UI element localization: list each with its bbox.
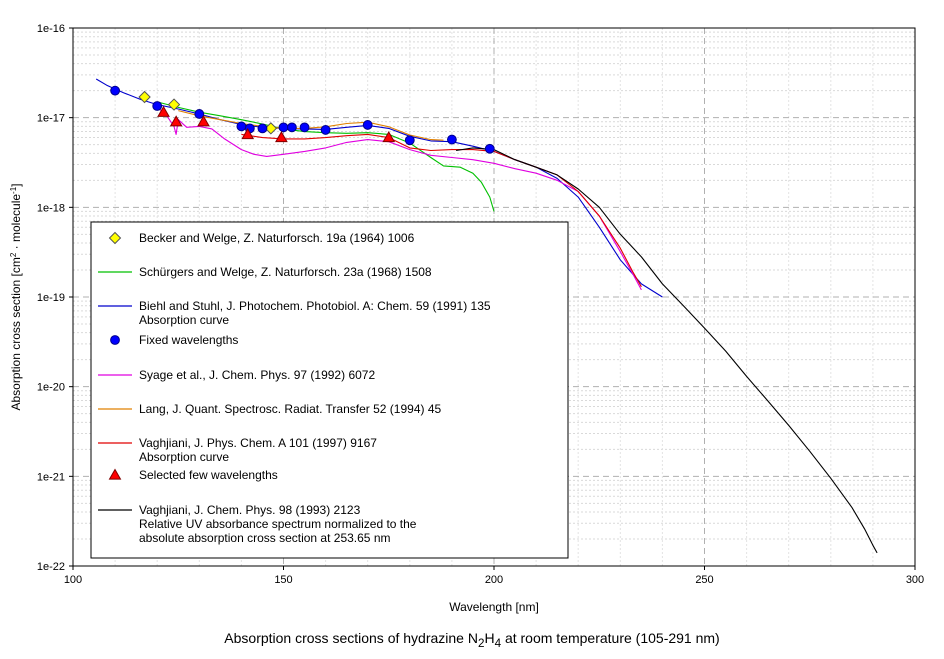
data-point-triangle <box>241 127 255 140</box>
caption-sub-1: 2 <box>477 636 485 650</box>
y-tick-label: 1e-21 <box>37 471 65 483</box>
series-line <box>156 106 642 291</box>
legend-swatch-marker <box>108 468 122 480</box>
legend-entry-label: Syage et al., J. Chem. Phys. 97 (1992) 6… <box>139 368 375 382</box>
absorption-chart: 100 150 200 250 300 1e-16 1e-17 1e-18 1e-19 1e-20… <box>9 23 925 614</box>
legend-entry-label: Absorption curve <box>139 313 229 327</box>
data-point-triangle <box>157 105 170 117</box>
data-point-circle <box>299 122 310 133</box>
caption-prefix: Absorption cross sections of hydrazine N <box>224 630 478 646</box>
data-point-triangle <box>169 115 183 127</box>
legend: Becker and Welge, Z. Naturforsch. 19a (1… <box>90 221 569 559</box>
legend-swatch-marker <box>110 335 120 345</box>
data-point-circle <box>404 135 415 146</box>
series-line <box>456 147 878 554</box>
y-tick-label: 1e-16 <box>37 23 65 35</box>
legend-entry-label: Vaghjiani, J. Chem. Phys. 98 (1993) 2123 <box>139 503 361 517</box>
data-point-circle <box>236 121 247 132</box>
series-layer <box>95 78 878 554</box>
data-point-triangle <box>275 131 288 143</box>
data-point-circle <box>447 134 457 145</box>
axis-ticks: 100 150 200 250 300 1e-16 1e-17 1e-18 1e-19 1e-20… <box>37 23 924 586</box>
y-tick-label: 1e-18 <box>37 202 65 214</box>
data-point-circle <box>278 122 289 133</box>
y-tick-label: 1e-22 <box>37 561 65 573</box>
x-tick-label: 100 <box>64 574 82 586</box>
series-line <box>178 110 444 141</box>
y-axis-title: Absorption cross section [cm2 · molecule… <box>9 183 24 410</box>
data-point-circle <box>484 143 495 154</box>
x-axis-title: Wavelength [nm] <box>449 600 539 614</box>
legend-entry-label: absolute absorption cross section at 253… <box>139 531 390 545</box>
data-point-triangle <box>382 131 396 143</box>
caption-sub-2: 4 <box>494 636 502 650</box>
legend-swatch-marker <box>108 231 122 245</box>
legend-entry-label: Relative UV absorbance spectrum normaliz… <box>139 517 417 531</box>
x-tick-label: 150 <box>274 574 292 586</box>
data-point-circle <box>194 109 205 119</box>
legend-entry-label: Absorption curve <box>139 450 229 464</box>
legend-entry-label: Vaghjiani, J. Phys. Chem. A 101 (1997) 9… <box>139 436 377 450</box>
data-point-circle <box>257 123 268 134</box>
legend-entry-label: Schürgers and Welge, Z. Naturforsch. 23a… <box>139 265 432 279</box>
data-point-circle <box>110 85 120 96</box>
data-point-circle <box>362 120 373 130</box>
y-tick-label: 1e-19 <box>37 292 65 304</box>
x-tick-label: 250 <box>695 574 713 586</box>
series-line <box>157 101 495 212</box>
legend-entry-label: Becker and Welge, Z. Naturforsch. 19a (1… <box>139 231 415 245</box>
x-tick-label: 200 <box>485 574 503 586</box>
data-point-diamond <box>264 122 278 135</box>
data-point-circle <box>287 122 297 133</box>
y-tick-label: 1e-17 <box>37 113 65 125</box>
legend-entry-label: Selected few wavelengths <box>139 468 278 482</box>
legend-entry-label: Biehl and Stuhl, J. Photochem. Photobiol… <box>139 299 491 313</box>
figure-caption: Absorption cross sections of hydrazine N… <box>0 630 944 650</box>
data-point-circle <box>152 101 163 111</box>
legend-entry-label: Fixed wavelengths <box>139 333 238 347</box>
legend-box <box>90 221 569 559</box>
y-tick-label: 1e-20 <box>37 382 65 394</box>
legend-entry-label: Lang, J. Quant. Spectrosc. Radiat. Trans… <box>139 402 441 416</box>
caption-mid: H <box>484 630 495 646</box>
x-tick-label: 300 <box>906 574 924 586</box>
series-line <box>241 133 642 288</box>
data-point-triangle <box>197 115 210 127</box>
caption-suffix: at room temperature (105-291 nm) <box>501 630 720 646</box>
data-point-diamond <box>138 90 151 104</box>
data-point-circle <box>320 125 331 135</box>
data-point-diamond <box>167 98 181 111</box>
